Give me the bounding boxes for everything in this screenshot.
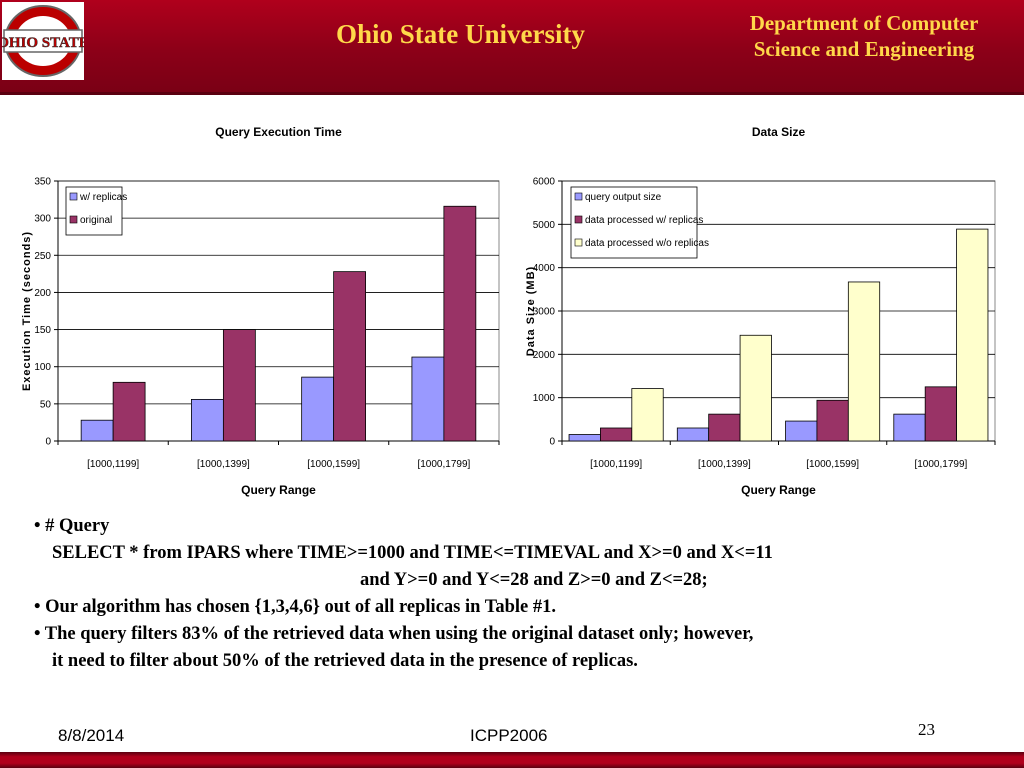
y-tick-label: 2000 [533, 350, 556, 361]
y-tick-label: 0 [549, 437, 555, 448]
bar [739, 334, 772, 442]
legend-entry: query output size [585, 192, 662, 203]
header-divider [0, 92, 1024, 95]
bar [568, 434, 601, 442]
x-tick-label: [1000,1199] [590, 459, 642, 470]
x-tick-label: [1000,1599] [806, 459, 859, 470]
y-tick-label: 300 [34, 214, 51, 225]
page-number: 23 [918, 720, 935, 739]
footer-band [0, 752, 1024, 768]
bar [708, 413, 741, 442]
y-axis-label: Data Size (MB) [525, 266, 537, 356]
bar [443, 205, 477, 442]
x-tick-label: [1000,1799] [914, 459, 967, 470]
legend-swatch [69, 215, 78, 224]
bar [847, 281, 881, 442]
bar [631, 388, 664, 442]
bar [222, 329, 256, 442]
legend-entry: w/ replicas [79, 192, 127, 203]
bar [676, 427, 710, 442]
legend-entry: original [80, 215, 112, 226]
ohio-state-logo: OHIO STATE [0, 2, 89, 80]
university-title: Ohio State University [336, 19, 585, 49]
legend-swatch [574, 215, 583, 224]
chart-title: Query Execution Time [215, 125, 342, 139]
y-tick-label: 1000 [533, 393, 556, 404]
query-line-2: and Y>=0 and Y<=28 and Z>=0 and Z<=28; [360, 570, 708, 590]
bar [785, 420, 818, 442]
bar [333, 271, 366, 442]
bar [924, 386, 957, 442]
bar [191, 398, 224, 442]
x-tick-label: [1000,1599] [307, 459, 360, 470]
bullet-query-label: • # Query [34, 516, 110, 536]
legend-entry: data processed w/ replicas [585, 215, 703, 226]
bar [893, 413, 926, 442]
y-tick-label: 6000 [533, 177, 556, 188]
bar [411, 356, 445, 442]
bar [112, 381, 146, 442]
y-tick-label: 4000 [533, 263, 556, 274]
x-tick-label: [1000,1799] [417, 459, 470, 470]
legend-swatch [574, 192, 583, 201]
data-size-chart: Data Size 0 1000 2000 3000 4000 5000 6000 [1000,… [525, 125, 996, 497]
x-tick-label: [1000,1399] [197, 459, 250, 470]
query-execution-time-chart: Query Execution Time 0 50 100 150 200 250 300 35… [21, 125, 500, 497]
x-tick-label: [1000,1399] [698, 459, 751, 470]
header-band [0, 0, 1024, 92]
bar [301, 376, 335, 442]
x-axis-label: Query Range [741, 483, 816, 497]
y-tick-label: 100 [34, 362, 51, 373]
bullet-algorithm: • Our algorithm has chosen {1,3,4,6} out… [34, 597, 556, 617]
y-tick-label: 250 [34, 251, 51, 262]
legend-swatch [574, 238, 583, 247]
y-tick-label: 200 [34, 288, 51, 299]
x-tick-label: [1000,1199] [87, 459, 139, 470]
bar [956, 228, 989, 442]
bar [816, 399, 849, 442]
legend-entry: data processed w/o replicas [585, 238, 709, 249]
department-line-2: Science and Engineering [753, 37, 975, 61]
bullet-filter-line-2: it need to filter about 50% of the retri… [52, 651, 638, 671]
y-tick-label: 150 [34, 325, 51, 336]
bar [600, 427, 633, 442]
legend-swatch [69, 192, 78, 201]
legend-box [570, 186, 698, 259]
footer-conference: ICPP2006 [470, 726, 548, 745]
y-axis-label: Execution Time (seconds) [21, 231, 33, 391]
y-tick-label: 0 [45, 437, 51, 448]
chart-title: Data Size [752, 125, 806, 139]
logo-text: OHIO STATE [2, 35, 84, 51]
y-tick-label: 5000 [533, 220, 556, 231]
bullet-list: • # Query SELECT * from IPARS where TIME… [34, 513, 1014, 675]
footer-date: 8/8/2014 [58, 726, 125, 745]
department-line-1: Department of Computer [749, 11, 979, 35]
bullet-filter-line-1: • The query filters 83% of the retrieved… [34, 624, 754, 644]
x-axis-label: Query Range [241, 483, 316, 497]
bar [80, 419, 114, 442]
y-tick-label: 350 [34, 177, 51, 188]
charts-area: Query Execution Time 0 50 100 150 200 250 300 35… [0, 100, 1024, 510]
y-tick-label: 50 [40, 399, 52, 410]
department-title: Department of Computer Science and Engin… [716, 10, 1012, 62]
y-tick-label: 3000 [533, 307, 556, 318]
query-line-1: SELECT * from IPARS where TIME>=1000 and… [52, 543, 773, 563]
